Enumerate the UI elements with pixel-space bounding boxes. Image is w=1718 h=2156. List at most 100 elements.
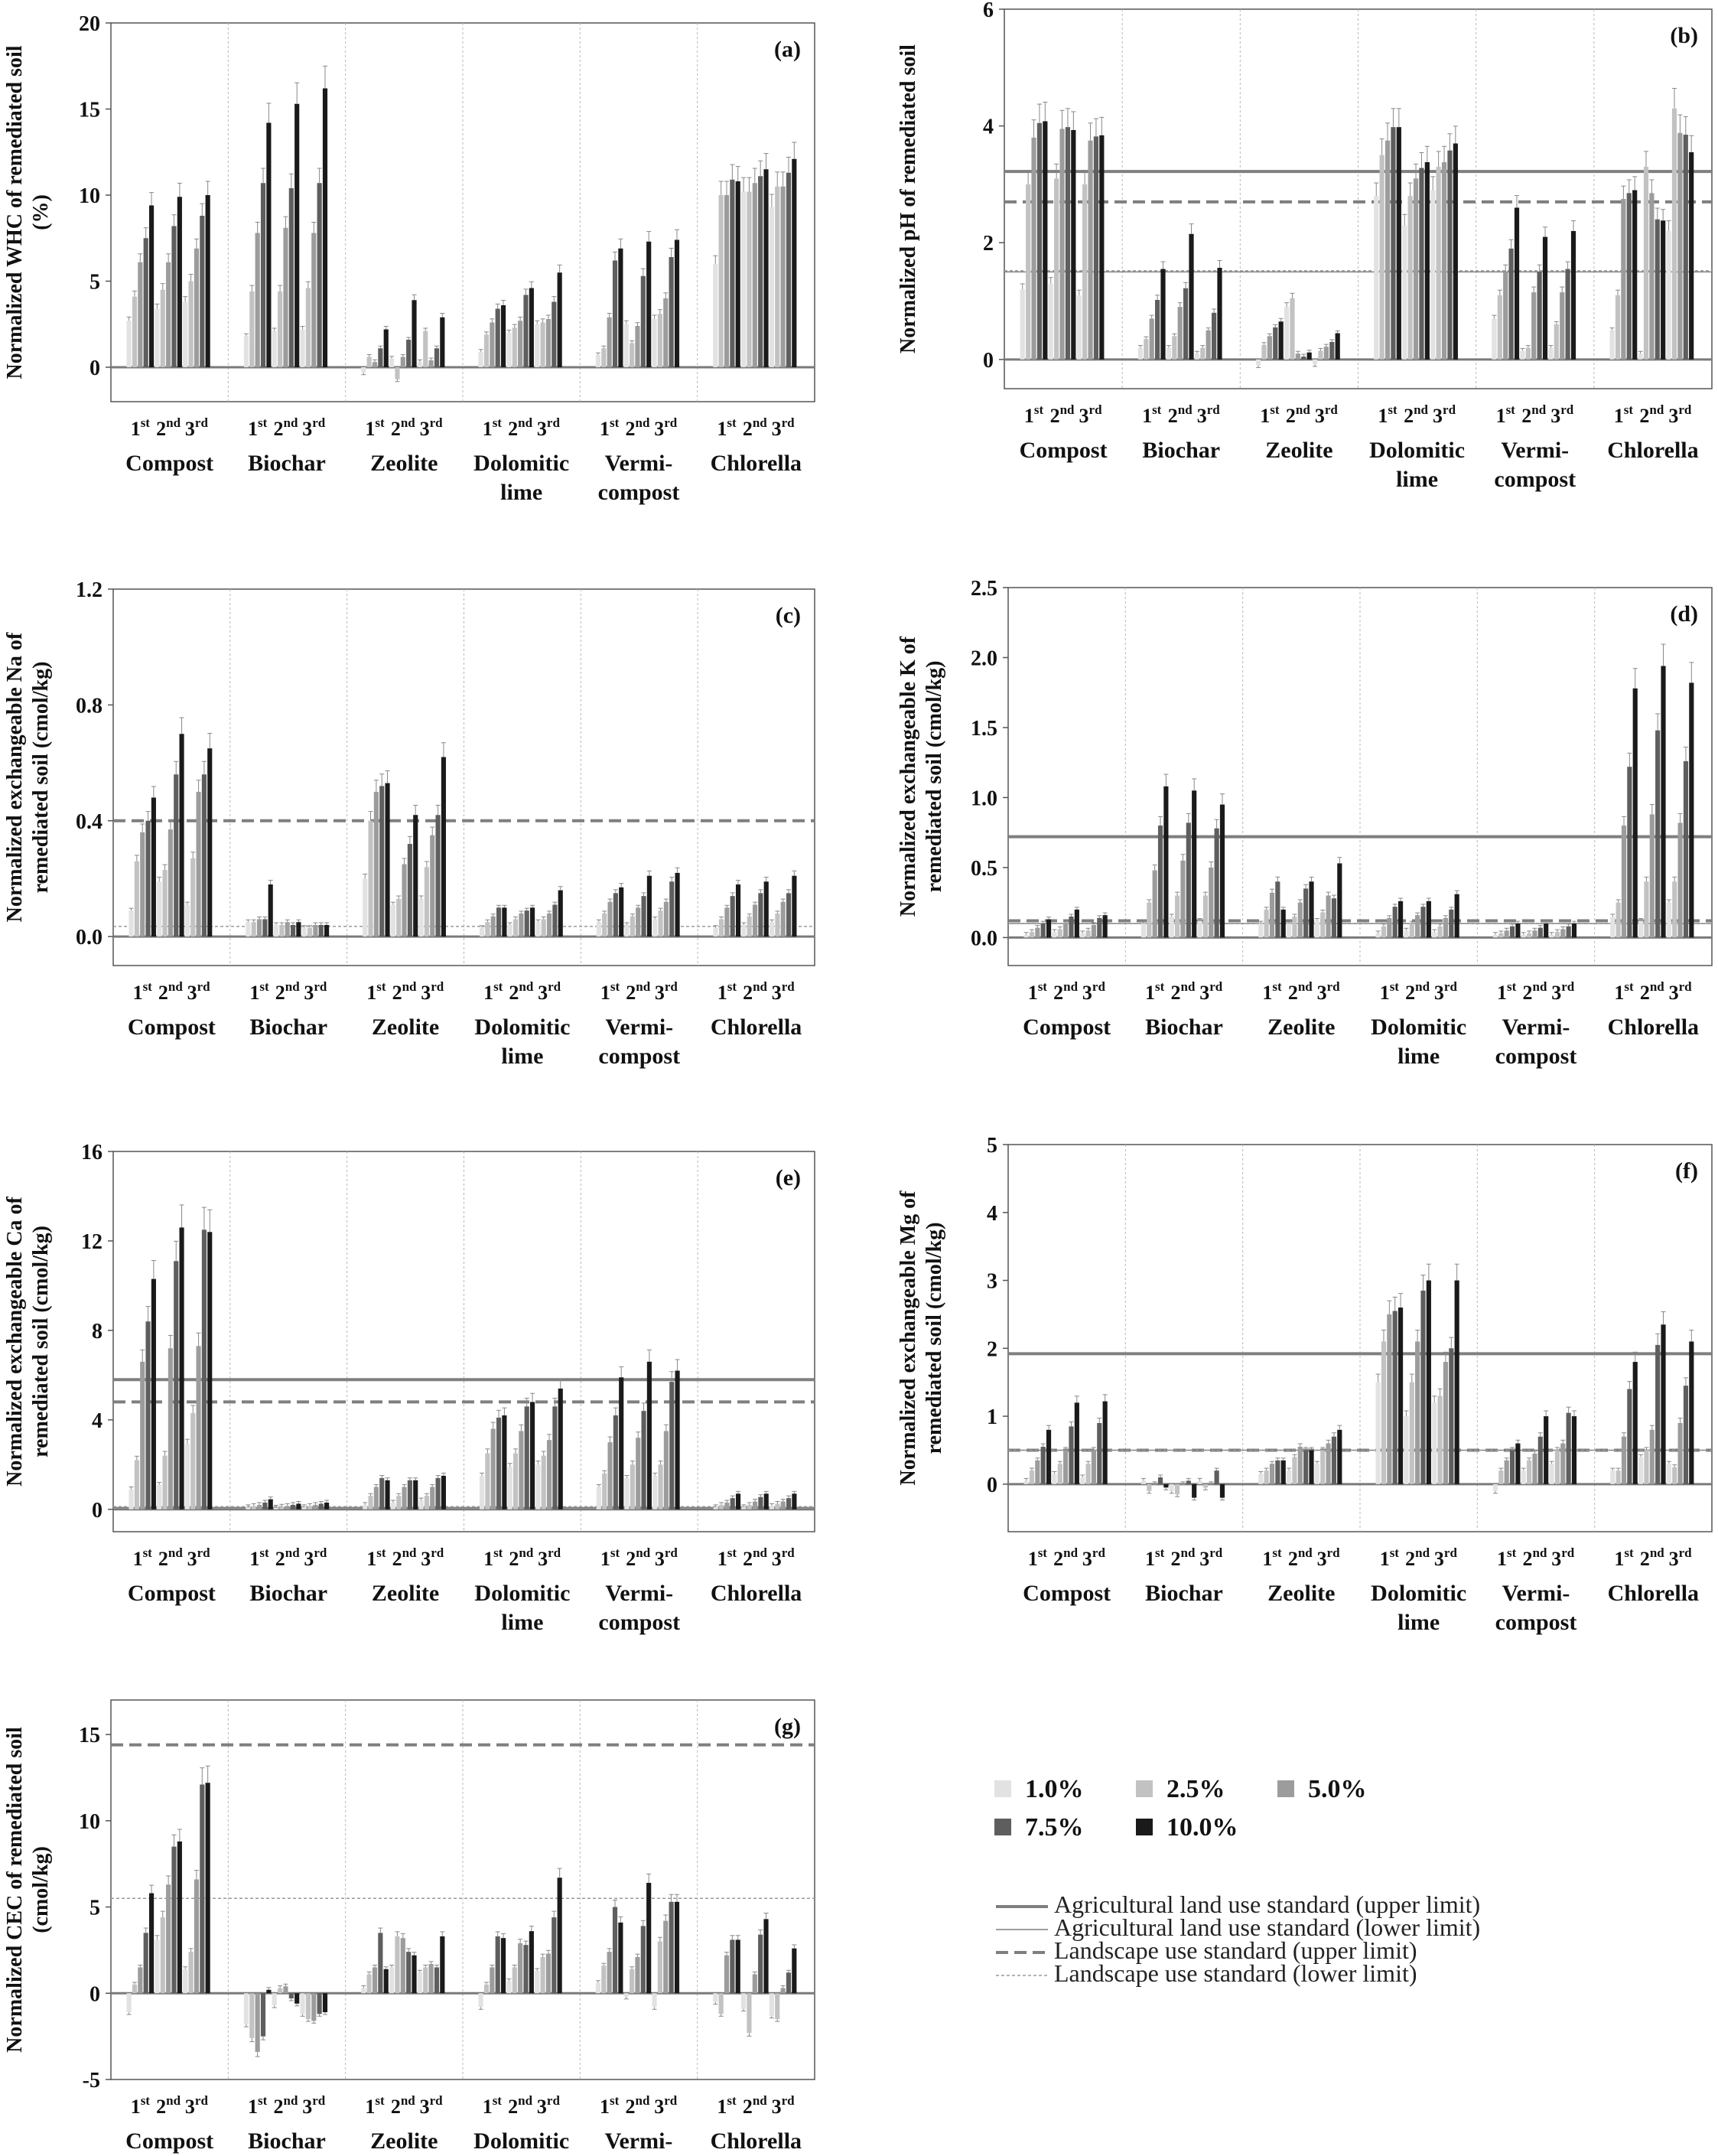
application-suffix: st: [259, 979, 269, 994]
application-label: 3rd: [538, 1545, 561, 1570]
bar-dolomitic-lime-3rd-2: [547, 1440, 552, 1510]
y-axis-label-line: remediated soil (cmol/kg): [922, 1223, 946, 1454]
y-tick-label: 4: [987, 1202, 997, 1226]
bar-chlorella-2nd-3: [758, 893, 763, 937]
y-tick-label: -5: [83, 2069, 100, 2092]
application-suffix: st: [143, 979, 153, 994]
application-number: 3: [1315, 405, 1325, 427]
application-number: 2: [274, 2096, 284, 2118]
legend-standard-label: Agricultural land use standard (upper li…: [1054, 1891, 1480, 1918]
bar-biochar-3rd-2: [313, 1504, 318, 1510]
bar-chlorella-3rd-1: [1672, 881, 1677, 938]
bar-vermi-compost-3rd-0: [652, 319, 657, 367]
application-label: 2nd: [1053, 979, 1078, 1004]
application-number: 1: [1145, 1548, 1155, 1570]
application-suffix: rd: [1678, 402, 1692, 417]
bar-vermi-compost-3rd-2: [663, 901, 669, 937]
bar-biochar-1st-4: [1160, 269, 1166, 360]
bar-zeolite-2nd-1: [1292, 916, 1297, 938]
bar-dolomitic-lime-1st-1: [1379, 155, 1384, 360]
bar-chlorella-1st-1: [718, 195, 724, 367]
application-label: 3rd: [1315, 402, 1339, 427]
application-label: 1st: [1378, 402, 1398, 427]
bar-vermi-compost-2nd-2: [1532, 1453, 1537, 1484]
bar-biochar-1st-1: [249, 291, 255, 367]
y-axis-label-line: Normalized exchangeable Ca of: [3, 1196, 27, 1486]
bar-vermi-compost-3rd-3: [669, 1901, 674, 1994]
group-label: Compost: [1023, 1014, 1111, 1040]
y-axis-label-line: Normalized exchangeable Mg of: [896, 1190, 920, 1486]
bar-biochar-2nd-2: [1180, 860, 1186, 938]
bar-compost-1st-0: [126, 1993, 132, 2013]
y-tick-label: 10: [79, 184, 100, 208]
application-label: 2nd: [1171, 1545, 1196, 1570]
bar-compost-1st-4: [151, 1278, 156, 1510]
y-tick-label: 16: [81, 1141, 102, 1164]
y-axis-label: Normalized exchangeable K of remediated s…: [896, 636, 946, 917]
application-label: 1st: [1614, 979, 1634, 1004]
bar-chlorella-1st-0: [1610, 916, 1616, 938]
bar-dolomitic-lime-2nd-1: [512, 327, 517, 367]
bar-vermi-compost-3rd-4: [1571, 1416, 1577, 1484]
bar-biochar-3rd-2: [311, 1993, 317, 2021]
application-number: 1: [131, 418, 141, 440]
application-suffix: nd: [1060, 402, 1075, 417]
y-tick-label: 0: [92, 1499, 102, 1523]
bar-zeolite-1st-4: [383, 329, 389, 367]
bar-zeolite-1st-4: [1280, 1460, 1286, 1484]
application-suffix: st: [1624, 402, 1634, 417]
application-number: 3: [1550, 405, 1560, 427]
group-label: Zeolite: [1267, 1014, 1335, 1040]
application-number: 1: [1497, 1548, 1507, 1570]
bar-dolomitic-lime-2nd-2: [519, 913, 524, 937]
bar-zeolite-2nd-4: [1309, 881, 1314, 938]
bar-biochar-1st-3: [260, 183, 266, 367]
application-suffix: rd: [548, 1545, 561, 1560]
bar-biochar-3rd-4: [324, 925, 330, 937]
bar-compost-1st-0: [126, 321, 132, 367]
bar-chlorella-3rd-2: [780, 901, 786, 937]
bar-vermi-compost-1st-1: [601, 348, 607, 367]
bar-zeolite-3rd-2: [1326, 1443, 1331, 1484]
bar-biochar-3rd-4: [1219, 804, 1225, 938]
application-label: 1st: [133, 979, 153, 1004]
bar-biochar-2nd-4: [296, 1503, 301, 1510]
application-number: 2: [1640, 982, 1650, 1004]
application-label: 2nd: [1523, 1545, 1547, 1570]
bar-dolomitic-lime-2nd-0: [1402, 225, 1407, 360]
y-tick-label: 12: [81, 1230, 102, 1254]
application-number: 1: [366, 1548, 376, 1570]
application-number: 3: [187, 1548, 197, 1570]
bar-zeolite-1st-2: [1269, 892, 1275, 938]
application-number: 2: [156, 418, 166, 440]
application-number: 1: [133, 1548, 143, 1570]
bar-compost-3rd-2: [1091, 924, 1097, 938]
bar-dolomitic-lime-3rd-4: [558, 890, 563, 937]
bar-compost-1st-3: [1040, 923, 1046, 938]
application-label: 2nd: [509, 1545, 533, 1570]
legend-swatch-5-0: [1277, 1780, 1294, 1797]
bar-zeolite-3rd-1: [1318, 350, 1323, 360]
application-suffix: rd: [664, 2093, 678, 2108]
application-suffix: rd: [1089, 402, 1103, 417]
bar-biochar-2nd-3: [290, 1504, 296, 1510]
bar-chlorella-3rd-4: [792, 875, 797, 937]
application-number: 1: [483, 418, 493, 440]
bar-vermi-compost-1st-4: [1515, 1443, 1521, 1484]
application-number: 1: [1262, 1548, 1272, 1570]
bar-zeolite-3rd-3: [1329, 341, 1335, 360]
bar-zeolite-1st-3: [1275, 881, 1280, 938]
bar-vermi-compost-2nd-0: [1521, 1470, 1526, 1484]
bar-chlorella-2nd-1: [1644, 1450, 1649, 1484]
bar-biochar-2nd-0: [273, 1507, 279, 1510]
application-label: 2nd: [1404, 402, 1428, 427]
application-suffix: rd: [1092, 979, 1106, 994]
bar-biochar-1st-4: [268, 884, 273, 937]
bar-zeolite-1st-0: [1258, 923, 1264, 938]
application-label: 1st: [717, 979, 737, 1004]
bar-compost-3rd-1: [188, 281, 194, 367]
bar-dolomitic-lime-1st-3: [1391, 127, 1396, 360]
bar-zeolite-3rd-0: [418, 898, 424, 937]
application-number: 1: [600, 1548, 610, 1570]
